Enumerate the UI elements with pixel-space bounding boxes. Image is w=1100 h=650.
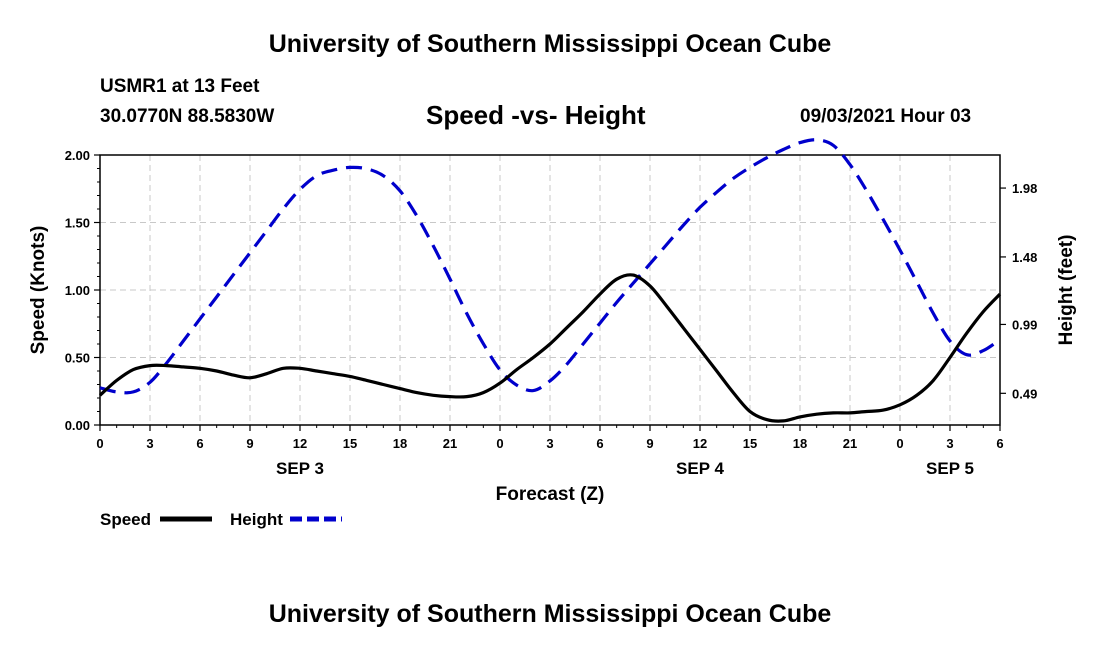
- y-tick-label: 2.00: [65, 148, 90, 163]
- x-tick-label: 12: [293, 436, 307, 451]
- y-tick-label: 0.50: [65, 351, 90, 366]
- y-tick-label: 0.00: [65, 418, 90, 433]
- x-tick-label: 6: [996, 436, 1003, 451]
- y-tick-label: 1.00: [65, 283, 90, 298]
- y-tick-label: 1.50: [65, 216, 90, 231]
- station-coordinates: 30.0770N 88.5830W: [100, 106, 275, 127]
- legend-label-height: Height: [230, 510, 283, 529]
- axis-ticks: 0 3 6 9 12 15 18 21 0 3 6 9 12 15 18 21 0 3 6 SEP 3 SEP 4 SEP…: [65, 148, 1038, 478]
- series-layer: [98, 138, 1002, 423]
- x-tick-label: 9: [646, 436, 653, 451]
- x-tick-label: 21: [443, 436, 457, 451]
- legend: Speed Height: [100, 510, 342, 529]
- x-tick-label: 3: [546, 436, 553, 451]
- x-tick-label: 3: [146, 436, 153, 451]
- forecast-datetime: 09/03/2021 Hour 03: [800, 106, 972, 127]
- day-label: SEP 3: [276, 459, 324, 478]
- x-tick-label: 21: [843, 436, 857, 451]
- x-tick-label: 9: [246, 436, 253, 451]
- x-tick-label: 12: [693, 436, 707, 451]
- footer-title: University of Southern Mississippi Ocean…: [268, 600, 832, 628]
- legend-label-speed: Speed: [100, 510, 151, 529]
- y2-axis-label: Height (feet): [1056, 235, 1077, 346]
- x-axis-label: Forecast (Z): [496, 484, 605, 505]
- x-tick-label: 18: [793, 436, 807, 451]
- page-title: University of Southern Mississippi Ocean…: [268, 30, 832, 58]
- x-tick-label: 3: [946, 436, 953, 451]
- y-axis-label: Speed (Knots): [28, 226, 49, 355]
- series-line-height: [99, 138, 1001, 395]
- y2-tick-label: 1.98: [1012, 181, 1037, 196]
- x-tick-label: 0: [896, 436, 903, 451]
- x-tick-label: 15: [743, 436, 757, 451]
- x-tick-label: 18: [393, 436, 407, 451]
- x-tick-label: 15: [343, 436, 357, 451]
- station-label: USMR1 at 13 Feet: [100, 76, 260, 97]
- series-line-speed: [98, 273, 1002, 423]
- x-tick-label: 0: [496, 436, 503, 451]
- x-tick-label: 6: [196, 436, 203, 451]
- day-label: SEP 5: [926, 459, 974, 478]
- chart-subtitle: Speed -vs- Height: [426, 100, 646, 130]
- day-label: SEP 4: [676, 459, 724, 478]
- x-tick-label: 6: [596, 436, 603, 451]
- y2-tick-label: 0.49: [1012, 386, 1037, 401]
- y2-tick-label: 1.48: [1012, 250, 1037, 265]
- y2-tick-label: 0.99: [1012, 317, 1037, 332]
- grid-lines: [100, 155, 1000, 425]
- x-tick-label: 0: [96, 436, 103, 451]
